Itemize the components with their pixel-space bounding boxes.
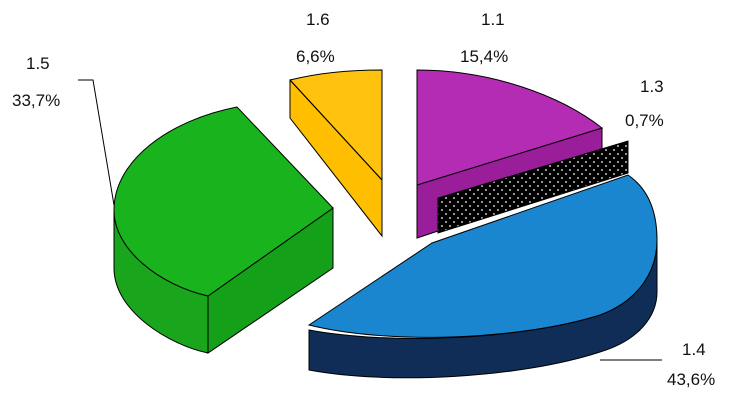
label-name-1-4: 1.4 [682,340,706,359]
slice-1-5 [113,106,334,354]
slice-1-4 [307,174,658,379]
slice-1-3-body [437,140,629,234]
slice-1-3 [437,140,629,234]
label-value-1-3: 0,7% [625,111,664,130]
label-name-1-1: 1.1 [481,10,505,29]
label-name-1-5: 1.5 [26,54,50,73]
label-value-1-4: 43,6% [667,370,715,389]
label-value-1-1: 15,4% [460,47,508,66]
label-value-1-6: 6,6% [296,47,335,66]
slice-1-1-top [416,69,604,186]
slice-1-5-top [113,106,334,297]
label-value-1-5: 33,7% [12,91,60,110]
slice-1-4-top [307,174,658,338]
slice-1-6 [289,69,383,238]
slice-1-6-top [289,69,383,182]
leader-line-1-5 [78,79,115,206]
label-name-1-6: 1.6 [306,10,330,29]
label-name-1-3: 1.3 [640,77,664,96]
